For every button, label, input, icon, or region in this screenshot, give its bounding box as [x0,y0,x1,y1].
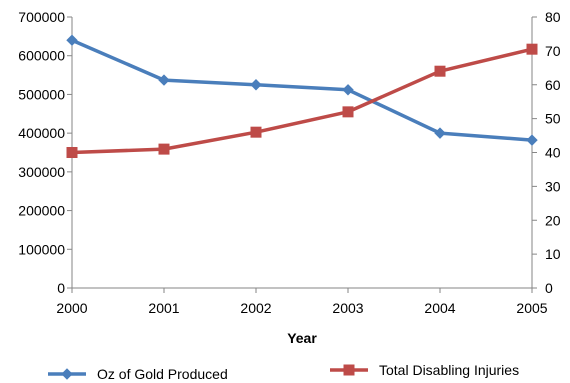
data-point-disabling-injuries [526,43,538,55]
y-left-tick-label: 600000 [18,48,65,64]
series-layer [66,34,538,158]
y-right-tick-label: 0 [545,280,553,296]
x-tick-label: 2005 [516,300,547,316]
x-tick-label: 2001 [148,300,179,316]
y-right-tick-label: 50 [545,111,561,127]
y-right-tick-label: 70 [545,43,561,59]
data-point-disabling-injuries [66,147,78,158]
y-right-tick-label: 30 [545,178,561,194]
legend-label: Oz of Gold Produced [97,366,228,382]
y-right-tick-label: 60 [545,77,561,93]
axes: 0100000200000300000400000500000600000700… [18,9,561,346]
data-point-gold-produced [158,74,170,86]
y-right-tick-label: 20 [545,212,561,228]
x-tick-label: 2004 [424,300,455,316]
data-point-gold-produced [66,34,78,46]
legend-swatch-marker [343,364,355,376]
x-axis-title: Year [287,330,317,346]
y-right-tick-label: 40 [545,145,561,161]
data-point-disabling-injuries [342,106,354,118]
x-tick-label: 2003 [332,300,363,316]
legend-item-gold-produced: Oz of Gold Produced [48,366,228,382]
data-point-disabling-injuries [158,143,170,155]
y-left-tick-label: 0 [57,280,65,296]
y-left-tick-label: 200000 [18,203,65,219]
x-tick-label: 2002 [240,300,271,316]
y-left-tick-label: 500000 [18,86,65,102]
y-left-tick-label: 700000 [18,9,65,25]
data-point-disabling-injuries [250,126,262,138]
y-right-tick-label: 80 [545,9,561,25]
data-point-gold-produced [526,134,538,146]
legend: Oz of Gold Produced Total Disabling Injur… [48,362,519,382]
data-point-gold-produced [342,84,354,96]
data-point-gold-produced [250,79,262,91]
x-tick-label: 2000 [56,300,87,316]
data-point-gold-produced [434,127,446,139]
legend-swatch-marker [61,368,73,380]
legend-label: Total Disabling Injuries [379,362,519,378]
y-left-tick-label: 400000 [18,125,65,141]
y-left-tick-label: 100000 [18,241,65,257]
y-left-tick-label: 300000 [18,164,65,180]
series-line-gold-produced [70,38,534,142]
legend-item-disabling-injuries: Total Disabling Injuries [330,362,519,378]
data-point-disabling-injuries [434,65,446,77]
series-line-disabling-injuries [70,47,534,155]
y-right-tick-label: 10 [545,246,561,262]
